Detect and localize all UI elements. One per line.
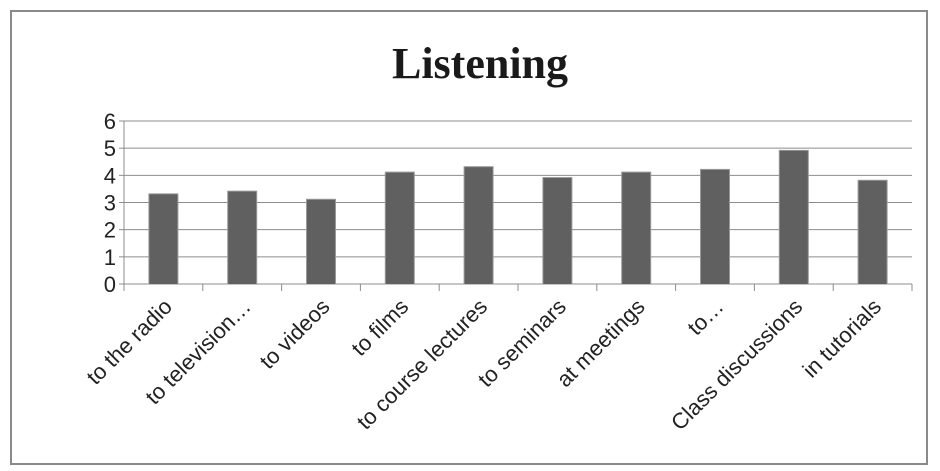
bar [701, 169, 729, 284]
bar [385, 172, 414, 284]
x-tick-label: to videos [255, 294, 335, 374]
y-tick-label: 3 [104, 191, 116, 216]
y-tick-label: 0 [104, 272, 116, 297]
bar [307, 199, 335, 284]
y-tick-label: 6 [104, 109, 116, 134]
y-tick-label: 2 [104, 218, 116, 243]
bars-layer [148, 149, 888, 284]
x-tick-label: to course lectures [352, 294, 492, 434]
bar [228, 191, 257, 284]
x-tick-label: Class discussions [666, 294, 807, 435]
bar [779, 150, 808, 284]
y-tick-label: 1 [104, 245, 116, 270]
y-tick-label: 5 [104, 136, 116, 161]
x-tick-label: in tutorials [798, 294, 887, 383]
chart-title: Listening [392, 39, 568, 88]
bar [149, 194, 178, 284]
bar [622, 172, 651, 284]
bar [464, 167, 493, 284]
x-tick-label: to… [682, 294, 728, 340]
x-tick-label: to films [346, 294, 413, 361]
y-tick-label: 4 [104, 163, 116, 188]
bar [543, 178, 572, 284]
bar [858, 180, 887, 284]
